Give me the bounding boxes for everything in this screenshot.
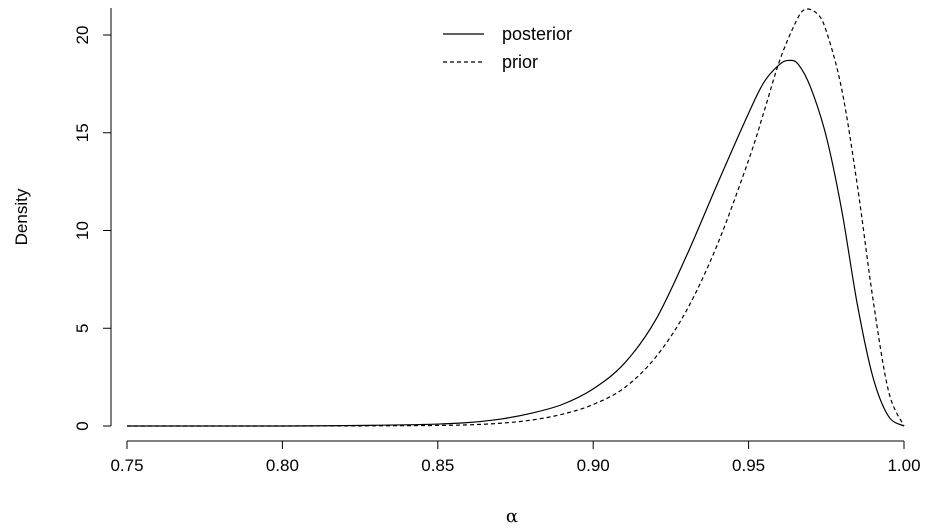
y-tick-label: 0	[73, 421, 92, 430]
y-tick-label: 20	[73, 26, 92, 45]
y-axis-ticks: 0 5 10 15 20	[73, 26, 111, 431]
legend-label-prior: prior	[502, 52, 538, 72]
y-axis-title: Density	[12, 188, 31, 245]
legend-label-posterior: posterior	[502, 24, 572, 44]
x-tick-label: 0.80	[266, 456, 299, 475]
x-tick-label: 0.85	[421, 456, 454, 475]
y-tick-label: 15	[73, 123, 92, 142]
x-tick-label: 0.75	[110, 456, 143, 475]
series-line-posterior	[127, 59, 905, 427]
y-tick-label: 10	[73, 221, 92, 240]
series-lines	[127, 8, 905, 427]
x-tick-label: 0.95	[732, 456, 765, 475]
x-axis-ticks: 0.75 0.80 0.85 0.90 0.95 1.00	[110, 441, 921, 475]
x-tick-label: 0.90	[577, 456, 610, 475]
legend: posterior prior	[443, 24, 572, 72]
x-tick-label: 1.00	[887, 456, 920, 475]
y-tick-label: 5	[73, 324, 92, 333]
series-line-prior	[127, 8, 905, 427]
x-axis-title: α	[506, 506, 518, 527]
